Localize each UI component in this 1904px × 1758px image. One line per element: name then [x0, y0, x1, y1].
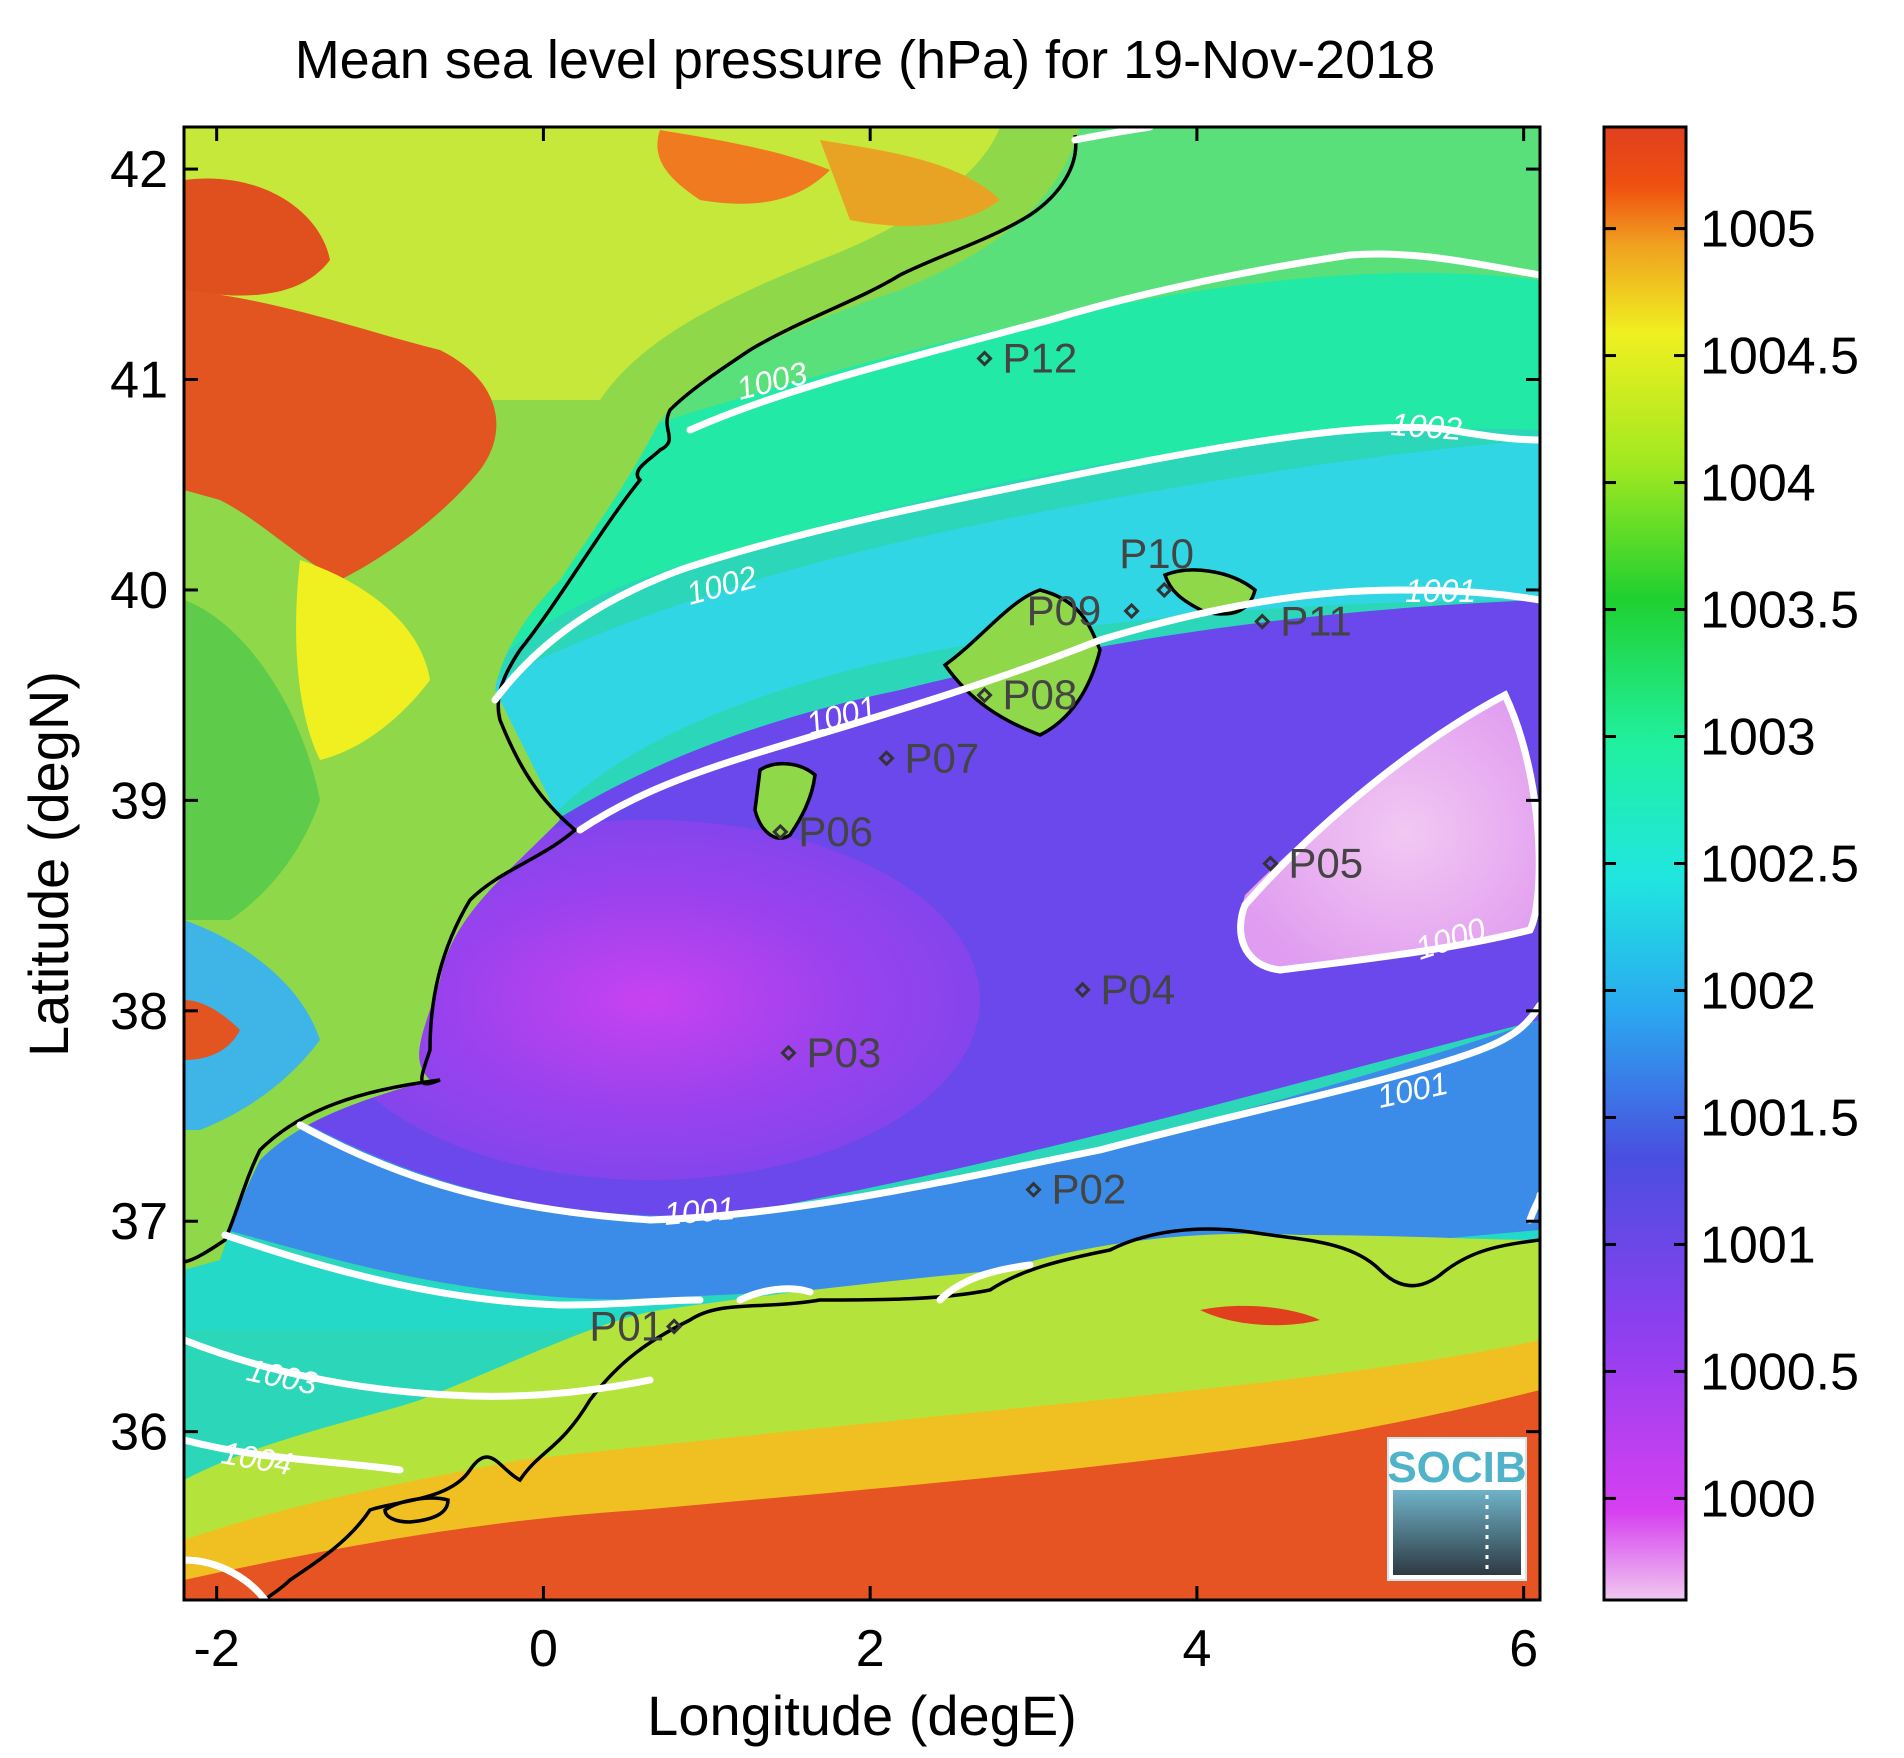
y-axis: 42 41 40 39 38 37 36 — [110, 141, 1540, 1462]
x-tick-label: 6 — [1509, 1620, 1538, 1678]
station-label: P09 — [1027, 587, 1102, 634]
y-tick-label: 39 — [110, 772, 168, 830]
y-tick-label: 38 — [110, 983, 168, 1041]
station-marker — [976, 350, 993, 367]
station-marker — [1025, 1181, 1042, 1198]
station-marker — [1262, 855, 1279, 872]
chart-title: Mean sea level pressure (hPa) for 19-Nov… — [295, 30, 1436, 90]
colorbar-tick-label: 1000 — [1700, 1470, 1816, 1528]
y-tick-label: 40 — [110, 562, 168, 620]
station-label: P06 — [798, 808, 873, 855]
pressure-field: 1003 1002 1002 1001 1001 1001 1001 1000 … — [184, 127, 1540, 1600]
station-marker — [665, 1318, 683, 1335]
x-tick-label: 2 — [856, 1620, 885, 1678]
logo-text: SOCIB — [1387, 1443, 1526, 1492]
y-tick-label: 41 — [110, 352, 168, 410]
y-axis-title: Latitude (degN) — [17, 671, 80, 1057]
station-marker — [878, 750, 895, 767]
colorbar-tick-label: 1002.5 — [1700, 836, 1859, 894]
menorca-island — [1165, 570, 1255, 614]
isobars — [184, 127, 1540, 1600]
y-tick-label: 36 — [110, 1404, 168, 1462]
plot-frame — [182, 125, 1542, 1602]
colorbar-tick-label: 1000.5 — [1700, 1343, 1859, 1401]
station-label: P08 — [1003, 671, 1078, 718]
colorbar-tick-label: 1003 — [1700, 709, 1816, 767]
x-tick-label: 0 — [529, 1620, 558, 1678]
station-label: P05 — [1288, 840, 1363, 887]
contour-label-1002-east: 1002 — [1390, 406, 1464, 447]
station-marker — [976, 687, 993, 704]
x-axis: -2 0 2 4 6 — [194, 127, 1538, 1678]
colorbar — [1602, 125, 1688, 1602]
colorbar-tick-label: 1004.5 — [1700, 328, 1859, 386]
station-label: P02 — [1052, 1166, 1127, 1213]
station-label: P01 — [589, 1302, 664, 1349]
y-tick-label: 37 — [110, 1193, 168, 1251]
colorbar-tick-label: 1004 — [1700, 455, 1816, 513]
station-marker — [1254, 613, 1271, 630]
coastline — [184, 134, 1540, 1600]
station-label: P12 — [1003, 334, 1078, 381]
station-label: P03 — [806, 1029, 881, 1076]
station-label: P11 — [1280, 598, 1352, 645]
ibiza-island — [755, 763, 815, 839]
station-marker — [772, 823, 789, 841]
station-marker — [1074, 981, 1091, 998]
stations-layer: P01 P02 P03 P04 P05 P06 P07 P08 P09 P10 P11 P12 — [589, 334, 1363, 1349]
colorbar-tick-label: 1002 — [1700, 962, 1816, 1020]
station-label: P10 — [1119, 530, 1194, 577]
x-tick-label: -2 — [194, 1620, 240, 1678]
station-label: P07 — [905, 734, 980, 781]
colorbar-tick-label: 1005 — [1700, 201, 1816, 259]
station-marker — [780, 1044, 797, 1062]
colorbar-tick-label: 1001 — [1700, 1216, 1816, 1274]
x-axis-title: Longitude (degE) — [647, 1684, 1077, 1747]
contour-label-1001-south: 1001 — [662, 1190, 736, 1232]
station-marker — [1123, 602, 1140, 620]
y-tick-label: 42 — [110, 141, 168, 199]
contour-label-1001-north-east: 1001 — [1405, 573, 1476, 609]
socib-logo: SOCIB — [1387, 1437, 1527, 1581]
station-label: P04 — [1101, 966, 1176, 1013]
colorbar-tick-label: 1003.5 — [1700, 582, 1859, 640]
colorbar-ticks: 1005 1004.5 1004 1003.5 1003 1002.5 1002 1001.5… — [1604, 201, 1859, 1528]
station-marker — [1156, 581, 1173, 599]
x-tick-label: 4 — [1182, 1620, 1211, 1678]
colorbar-tick-label: 1001.5 — [1700, 1089, 1859, 1147]
